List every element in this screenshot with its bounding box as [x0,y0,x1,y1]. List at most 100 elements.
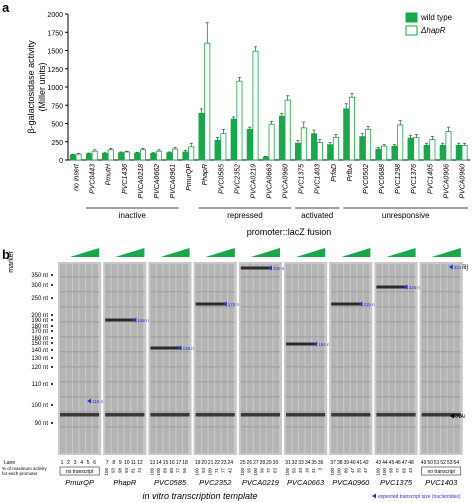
pct-value: 100 [240,468,245,476]
gel-background-band [105,336,145,338]
pct-value: 42 [227,468,232,474]
x-tick-label: PVCA0960 [459,164,466,199]
lane-number: 9 [119,460,122,466]
gel-background-band [331,381,371,383]
gel-background-band [195,366,235,368]
transcript-size-label: 118 nt [92,399,105,404]
gel-lane [86,264,92,453]
gel-lane [273,264,279,453]
gel-background-band [286,306,326,308]
pct-value: 98 [117,468,122,474]
pct-value: 63 [272,468,277,474]
marker-title: marker [8,250,15,272]
x-tick-label: PVCA0662 [154,164,161,199]
rnai-band [195,413,235,417]
gel-background-band [60,351,100,353]
gel-lane [421,264,427,453]
template-name: PVC1375 [380,478,413,487]
gel-background-band [421,381,461,383]
lane-number: 16 [169,460,175,466]
gel-background-band [150,396,190,398]
transcript-band [105,318,135,322]
bar-hapr-mutant [75,153,82,161]
gel-background-band [240,321,280,323]
bar-hapr-mutant [397,124,404,161]
gel-background-band [150,411,190,413]
group-label: repressed [227,211,263,220]
pct-value: 56 [182,468,187,474]
bar-hapr-mutant [268,123,275,161]
gel-background-band [240,381,280,383]
lane-number: 8 [112,460,115,466]
gel-background-band [195,351,235,353]
gel-lane [402,264,408,453]
bar-hapr-mutant [156,150,163,161]
gel-background-band [376,306,416,308]
transcript-band [376,285,406,289]
gel-background-band [331,411,371,413]
template-name: PVCA0219 [242,478,280,487]
bar-chart-panel-a: 0 250 500 750 1000 1250 1500 1750 2000 β-galactos… [26,12,470,237]
transcript-arrow-icon [313,341,318,347]
pct-value: 47 [363,468,368,474]
bar-wild-type [407,137,414,161]
gel-lane [428,264,434,453]
bar-wild-type [439,144,446,161]
pct-value: 77 [395,468,400,474]
transcript-arrow-icon [177,345,182,351]
pct-value: 33 [298,468,303,474]
gel-background-band [60,396,100,398]
pct-value: 100 [195,468,200,476]
gel-background-band [240,411,280,413]
gel-background-band [286,411,326,413]
gel-lane [73,264,79,453]
rnai-label: RNAi [453,414,465,420]
lane-number: 23 [221,460,227,466]
rnai-band [286,413,326,417]
x-tick-label: PVC1403 [315,164,322,194]
marker-size-label: 250 nt [31,296,48,302]
lane-number: 21 [208,460,214,466]
lane-number: 30 [273,460,279,466]
transcript-band [331,302,361,306]
gel-lane [318,264,324,453]
gel-background-band [421,306,461,308]
pct-value: 100 [104,468,109,476]
y-tick-label: 1750 [47,30,63,37]
x-tick-label: PVCA0961 [170,164,177,199]
bar-wild-type [423,144,430,161]
lane-number: 29 [266,460,272,466]
gel-lane [376,264,382,453]
transcript-size-label: 169 nt [137,318,150,323]
bar-wild-type [118,152,125,161]
y-tick-label: 1250 [47,67,63,74]
gel-background-band [421,411,461,413]
group-label: inactive [119,211,147,220]
gel-background-band [421,396,461,398]
gel-background-band [60,426,100,428]
gel-lane [208,264,214,453]
bar-wild-type [102,153,109,161]
transcript-arrow-icon [358,301,363,307]
lane-number: 11 [131,460,136,466]
hapr-gradient-wedge [205,248,235,257]
x-tick-label: PVC0688 [379,164,386,194]
gel-background-band [195,336,235,338]
gel-lane [292,264,298,453]
gel-lane [118,264,124,453]
pct-value: 77 [266,468,271,474]
rnai-band [105,413,145,417]
bar-hapr-mutant [429,139,436,161]
bar-hapr-mutant [365,128,372,161]
marker-size-label: 120 nt [31,365,48,371]
lane-number: 4 [80,460,83,466]
bar-wild-type [294,142,301,161]
gel-background-band [376,426,416,428]
bar-wild-type [246,128,253,161]
bar-wild-type [214,139,221,161]
marker-size-label: 180 nt [31,324,48,330]
gel-background-band [421,336,461,338]
lane-number: 14 [156,460,162,466]
bar-hapr-mutant [91,150,98,161]
x-axis-title: promoter::lacZ fusion [247,227,332,237]
